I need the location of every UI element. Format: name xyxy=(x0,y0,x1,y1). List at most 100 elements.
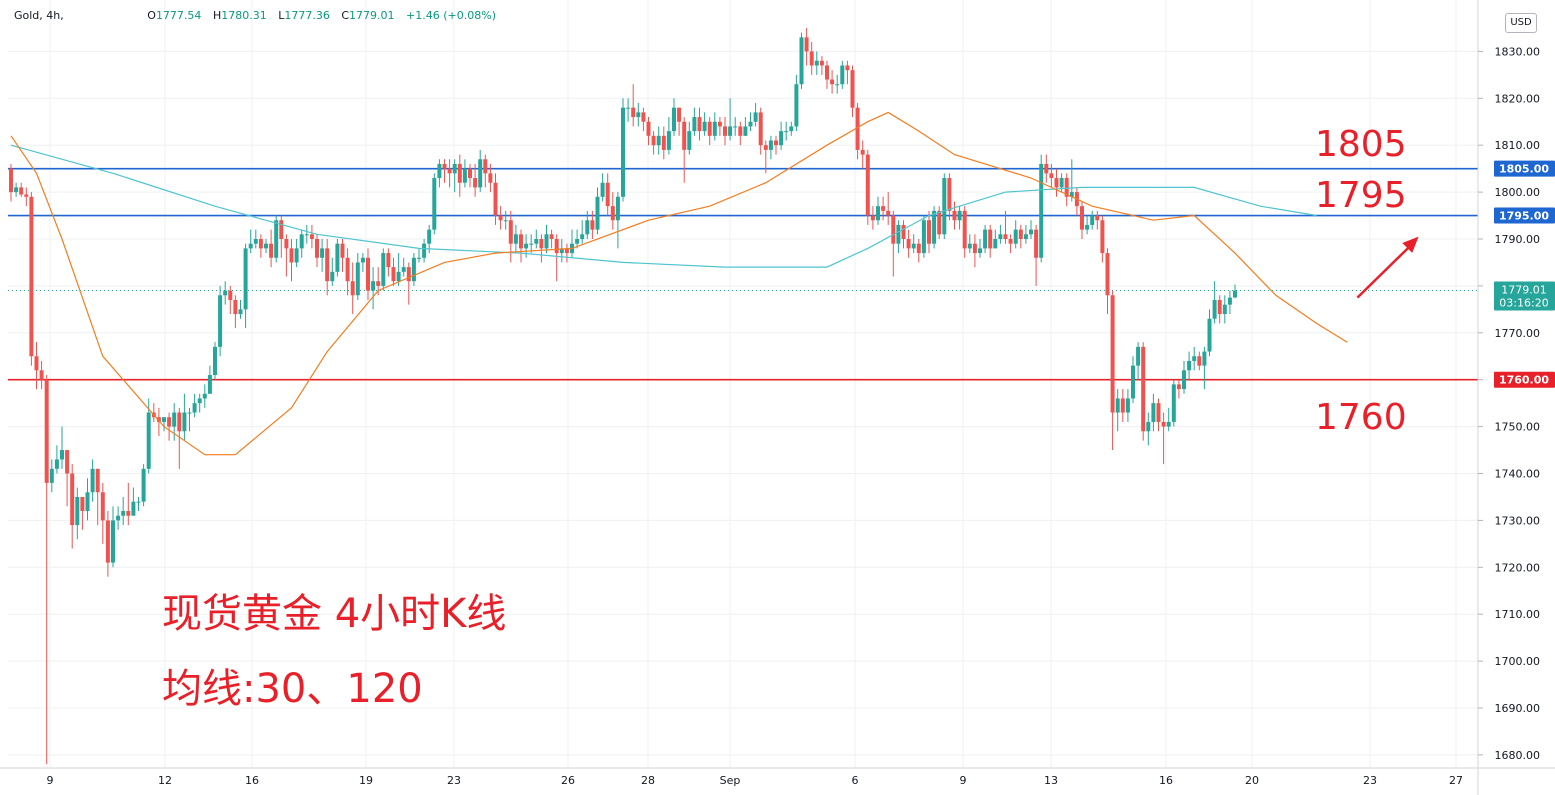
candle[interactable] xyxy=(641,107,646,132)
candle[interactable] xyxy=(682,117,687,183)
candle[interactable] xyxy=(1085,215,1090,235)
candle[interactable] xyxy=(1049,163,1054,188)
candle[interactable] xyxy=(223,281,228,305)
candle[interactable] xyxy=(473,163,478,197)
candle[interactable] xyxy=(422,239,427,263)
candle[interactable] xyxy=(330,257,335,286)
candle[interactable] xyxy=(983,224,988,254)
candle[interactable] xyxy=(927,210,931,254)
candle[interactable] xyxy=(207,365,212,394)
candle[interactable] xyxy=(391,257,396,286)
candle[interactable] xyxy=(590,210,595,239)
candle[interactable] xyxy=(988,224,993,258)
candle[interactable] xyxy=(1125,389,1130,422)
candle[interactable] xyxy=(916,239,921,263)
candle[interactable] xyxy=(1182,360,1186,394)
candle[interactable] xyxy=(146,398,151,474)
candle[interactable] xyxy=(723,117,727,146)
candle[interactable] xyxy=(513,224,518,254)
candle[interactable] xyxy=(478,149,483,193)
candle[interactable] xyxy=(1151,393,1156,432)
candle[interactable] xyxy=(998,224,1003,244)
candle[interactable] xyxy=(621,98,625,202)
candle[interactable] xyxy=(845,60,850,85)
candle[interactable] xyxy=(1171,379,1176,427)
candle[interactable] xyxy=(651,131,656,155)
candle[interactable] xyxy=(1192,346,1197,371)
candle[interactable] xyxy=(1105,248,1110,315)
candle[interactable] xyxy=(1029,220,1033,239)
candle[interactable] xyxy=(1034,224,1039,286)
candle[interactable] xyxy=(661,126,666,160)
candle[interactable] xyxy=(840,60,845,89)
candle[interactable] xyxy=(932,206,937,249)
candle[interactable] xyxy=(126,482,131,526)
candle[interactable] xyxy=(1018,224,1023,249)
candle[interactable] xyxy=(993,229,998,249)
candle[interactable] xyxy=(294,239,299,268)
candle[interactable] xyxy=(116,506,121,530)
candle[interactable] xyxy=(666,117,671,155)
candle[interactable] xyxy=(1069,159,1074,202)
candle[interactable] xyxy=(870,206,875,230)
candle[interactable] xyxy=(519,229,523,263)
candle[interactable] xyxy=(284,234,289,277)
candle[interactable] xyxy=(600,173,605,202)
candle[interactable] xyxy=(54,445,59,474)
candle[interactable] xyxy=(881,196,886,221)
candle[interactable] xyxy=(1054,168,1059,197)
candle[interactable] xyxy=(360,253,365,272)
candle[interactable] xyxy=(65,450,70,507)
candle[interactable] xyxy=(911,234,916,254)
candle[interactable] xyxy=(70,464,75,549)
candle[interactable] xyxy=(1161,412,1166,465)
candle[interactable] xyxy=(468,163,472,188)
candle[interactable] xyxy=(131,487,136,516)
candle[interactable] xyxy=(218,285,223,357)
candle[interactable] xyxy=(753,102,758,127)
candle[interactable] xyxy=(743,117,748,136)
candle[interactable] xyxy=(411,253,416,286)
candle[interactable] xyxy=(712,112,717,141)
candle[interactable] xyxy=(1120,389,1125,422)
candle[interactable] xyxy=(763,140,768,174)
candle[interactable] xyxy=(697,107,702,141)
candle[interactable] xyxy=(779,121,784,150)
candle[interactable] xyxy=(768,135,773,160)
candle[interactable] xyxy=(549,229,554,249)
candle[interactable] xyxy=(534,229,539,249)
candle[interactable] xyxy=(304,224,309,244)
candle[interactable] xyxy=(258,234,263,258)
candle[interactable] xyxy=(626,98,631,122)
candle[interactable] xyxy=(738,121,743,146)
candle[interactable] xyxy=(1227,290,1232,315)
candle[interactable] xyxy=(672,98,676,136)
candle[interactable] xyxy=(1039,154,1044,263)
candle[interactable] xyxy=(896,220,901,254)
candle[interactable] xyxy=(830,70,835,94)
candle[interactable] xyxy=(100,482,105,544)
candle[interactable] xyxy=(29,192,34,366)
candle[interactable] xyxy=(75,487,80,540)
candle[interactable] xyxy=(1080,201,1084,239)
candle[interactable] xyxy=(819,56,824,75)
candle[interactable] xyxy=(503,210,508,230)
candle[interactable] xyxy=(269,229,274,268)
candle[interactable] xyxy=(595,187,600,235)
candle[interactable] xyxy=(325,239,330,296)
candle[interactable] xyxy=(631,84,636,127)
candle[interactable] xyxy=(350,262,355,315)
candle[interactable] xyxy=(1100,215,1105,263)
candle[interactable] xyxy=(457,154,462,197)
candle[interactable] xyxy=(559,239,564,263)
candle[interactable] xyxy=(432,173,437,235)
candle[interactable] xyxy=(906,229,911,258)
candle[interactable] xyxy=(1222,295,1227,324)
candle[interactable] xyxy=(1003,210,1008,244)
candle[interactable] xyxy=(417,248,421,263)
candle[interactable] xyxy=(539,234,544,263)
candle[interactable] xyxy=(182,393,187,441)
candle[interactable] xyxy=(1233,284,1237,299)
candle[interactable] xyxy=(1090,210,1095,230)
candle[interactable] xyxy=(401,257,406,277)
